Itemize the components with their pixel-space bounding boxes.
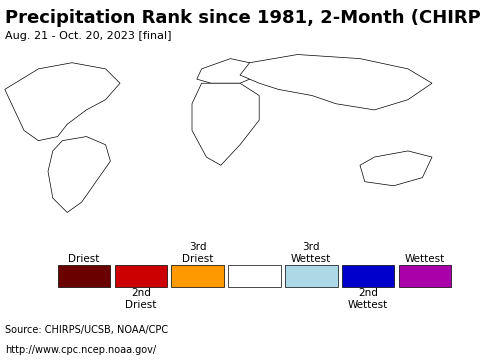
Bar bbox=[398, 265, 451, 287]
Polygon shape bbox=[48, 136, 110, 212]
Text: 3rd
Driest: 3rd Driest bbox=[182, 242, 214, 264]
Text: Source: CHIRPS/UCSB, NOAA/CPC: Source: CHIRPS/UCSB, NOAA/CPC bbox=[5, 325, 168, 335]
Bar bbox=[58, 265, 110, 287]
Bar bbox=[285, 265, 337, 287]
Text: Wettest: Wettest bbox=[405, 254, 445, 264]
Text: 2nd
Wettest: 2nd Wettest bbox=[348, 288, 388, 310]
Text: Aug. 21 - Oct. 20, 2023 [final]: Aug. 21 - Oct. 20, 2023 [final] bbox=[5, 31, 171, 41]
Polygon shape bbox=[192, 83, 259, 165]
Bar bbox=[115, 265, 167, 287]
Polygon shape bbox=[197, 58, 259, 83]
Polygon shape bbox=[5, 63, 120, 141]
Text: http://www.cpc.ncep.noaa.gov/: http://www.cpc.ncep.noaa.gov/ bbox=[5, 345, 156, 355]
Text: Precipitation Rank since 1981, 2-Month (CHIRPS, CPC): Precipitation Rank since 1981, 2-Month (… bbox=[5, 9, 480, 27]
Bar bbox=[228, 265, 281, 287]
Polygon shape bbox=[240, 54, 432, 110]
Text: 2nd
Driest: 2nd Driest bbox=[125, 288, 156, 310]
Bar bbox=[171, 265, 224, 287]
Polygon shape bbox=[360, 151, 432, 186]
Text: Driest: Driest bbox=[69, 254, 100, 264]
Text: 3rd
Wettest: 3rd Wettest bbox=[291, 242, 331, 264]
Bar bbox=[342, 265, 394, 287]
